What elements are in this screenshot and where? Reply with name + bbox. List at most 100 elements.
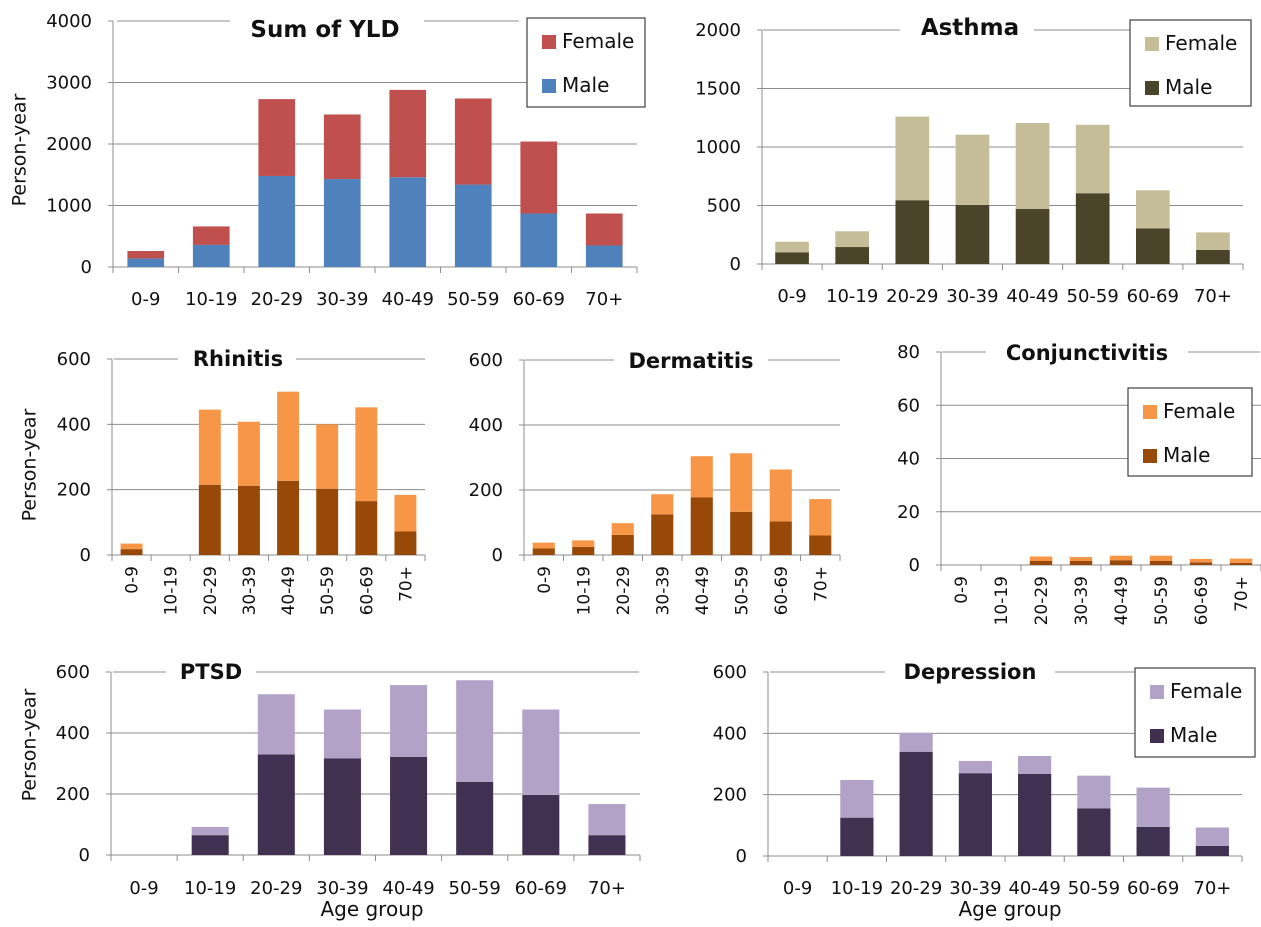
legend-label-female: Female [1165, 31, 1237, 55]
bar-female-40-49 [690, 456, 713, 498]
x-axis-label: Age group [958, 897, 1061, 921]
bar-female-70+ [588, 804, 626, 836]
y-tick-label: 600 [713, 662, 747, 683]
bar-female-30-39 [323, 709, 361, 759]
x-tick-label: 10-19 [574, 566, 594, 615]
bar-male-70+ [1196, 249, 1230, 264]
bar-male-70+ [394, 531, 417, 555]
bar-female-40-49 [277, 391, 300, 481]
x-tick-label: 0-9 [535, 566, 555, 594]
bar-male-10-19 [191, 835, 229, 855]
legend-swatch-female [1150, 685, 1164, 699]
legend-label-male: Male [1170, 723, 1217, 747]
y-axis-label: Person-year [19, 688, 41, 801]
x-tick-label: 60-69 [515, 878, 567, 899]
bar-male-60-69 [1136, 826, 1170, 856]
bar-female-20-29 [198, 409, 221, 485]
x-tick-label: 0-9 [131, 289, 160, 310]
legend-label-female: Female [562, 29, 634, 53]
bar-male-40-49 [690, 497, 713, 555]
bar-male-70+ [1195, 845, 1229, 856]
ptsd-chart: 0 200 400 600 0-9 10-19 20-29 30-39 40-49 50-59 60… [19, 660, 641, 921]
bar-female-30-39 [1069, 557, 1093, 562]
y-tick-label: 1000 [46, 196, 92, 217]
bar-female-50-59 [1149, 555, 1173, 562]
x-tick-label: 40-49 [1112, 576, 1132, 625]
chart-title: Rhinitis [193, 347, 283, 371]
dermatitis-chart: 0 200 400 600 0-9 10-19 20-29 30-39 40-49 50-59 60… [469, 349, 841, 615]
x-tick-label: 60-69 [357, 566, 377, 615]
bar-male-70+ [1229, 562, 1253, 565]
y-tick-label: 200 [57, 480, 91, 501]
x-tick-label: 20-29 [201, 566, 221, 615]
y-tick-label: 1000 [695, 137, 741, 158]
x-tick-label: 0-9 [952, 576, 972, 604]
bar-female-10-19 [192, 226, 230, 245]
bar-male-60-69 [522, 794, 560, 855]
bar-male-20-29 [1029, 561, 1053, 565]
bar-female-50-59 [1077, 775, 1111, 809]
legend-swatch-male [1150, 729, 1164, 743]
bar-male-40-49 [1109, 560, 1133, 565]
bar-female-20-29 [1029, 556, 1053, 562]
bar-female-70+ [809, 499, 832, 536]
bar-male-50-59 [316, 488, 339, 555]
x-tick-label: 20-29 [890, 878, 942, 899]
bar-male-30-39 [323, 179, 361, 267]
bar-male-10-19 [192, 244, 230, 267]
y-axis-label: Person-year [19, 408, 41, 521]
bar-female-10-19 [840, 779, 874, 818]
x-tick-label: 10-19 [992, 576, 1012, 625]
bar-female-70+ [585, 213, 623, 246]
bar-female-30-39 [237, 421, 260, 486]
bar-male-30-39 [1069, 561, 1093, 565]
bar-male-40-49 [1018, 773, 1052, 856]
bar-female-10-19 [191, 826, 229, 836]
legend-swatch-male [542, 79, 556, 93]
bar-male-30-39 [237, 485, 260, 555]
bar-female-70+ [394, 494, 417, 532]
x-tick-label: 60-69 [772, 566, 792, 615]
x-tick-label: 30-39 [946, 286, 998, 307]
chart-title: PTSD [180, 660, 242, 684]
x-tick-label: 50-59 [732, 566, 752, 615]
bar-female-0-9 [127, 251, 165, 259]
y-tick-label: 0 [736, 846, 747, 867]
bar-male-10-19 [572, 546, 595, 555]
depression-chart: 0 200 400 600 0-9 10-19 20-29 30-39 40-49 50-59 60… [713, 660, 1256, 921]
bar-male-20-29 [258, 175, 296, 267]
x-tick-label: 50-59 [1067, 286, 1119, 307]
bar-male-30-39 [651, 514, 674, 555]
x-tick-label: 0-9 [129, 878, 158, 899]
y-tick-label: 0 [909, 555, 920, 576]
y-tick-label: 200 [56, 784, 90, 805]
legend-label-male: Male [562, 73, 609, 97]
bar-male-20-29 [198, 484, 221, 555]
chart-title: Sum of YLD [250, 17, 399, 43]
bar-female-70+ [1229, 558, 1253, 563]
x-tick-label: 20-29 [251, 289, 303, 310]
x-tick-label: 70+ [585, 289, 623, 310]
y-tick-label: 400 [57, 414, 91, 435]
x-tick-label: 30-39 [240, 566, 260, 615]
bar-male-10-19 [835, 247, 870, 264]
bar-female-40-49 [1109, 555, 1133, 561]
yld-chart: 0 1000 2000 3000 4000 0-9 10-19 20-29 30-39 40-49… [9, 11, 646, 310]
bar-female-0-9 [775, 241, 809, 253]
bar-male-40-49 [1015, 209, 1050, 264]
legend: Female Male [1129, 19, 1252, 107]
y-tick-label: 1500 [695, 79, 741, 100]
bar-female-60-69 [520, 141, 558, 214]
y-tick-label: 3000 [46, 73, 92, 94]
y-tick-label: 400 [56, 723, 90, 744]
bar-male-20-29 [257, 754, 295, 855]
y-tick-label: 0 [492, 545, 503, 566]
x-tick-label: 60-69 [1192, 576, 1212, 625]
bar-female-50-59 [1075, 124, 1110, 194]
x-tick-label: 10-19 [826, 286, 878, 307]
legend-label-female: Female [1163, 399, 1235, 423]
chart-title: Asthma [921, 15, 1019, 41]
x-tick-label: 20-29 [1032, 576, 1052, 625]
bar-male-0-9 [127, 258, 165, 267]
bar-female-0-9 [120, 543, 143, 550]
